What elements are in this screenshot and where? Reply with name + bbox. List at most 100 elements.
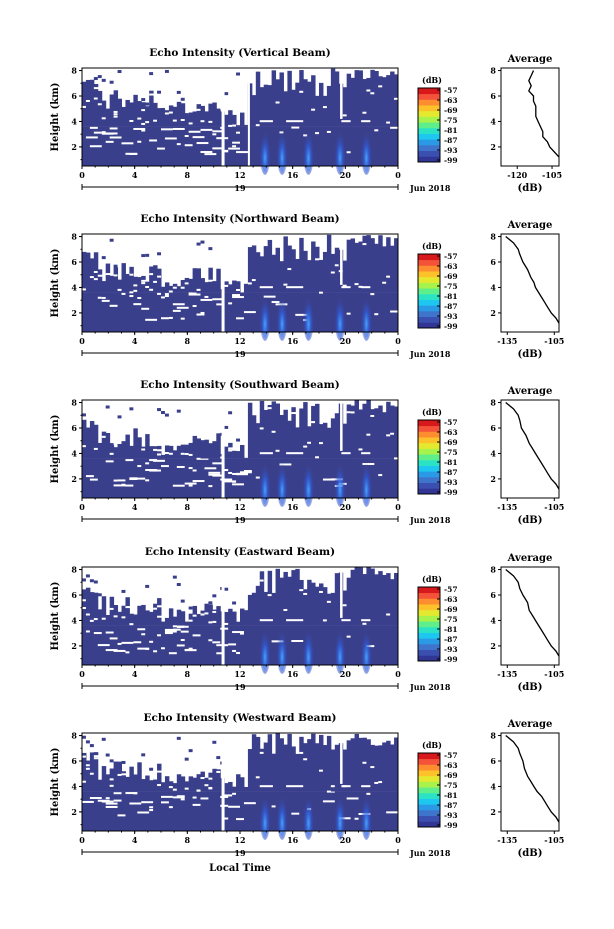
profile-frame	[500, 566, 560, 666]
y-tick-label: 8	[71, 731, 77, 741]
colorbar-swatch	[418, 144, 440, 152]
echo-panel-3: Echo Intensity (Southward Beam) 2 4 6 8 Heigh…	[50, 379, 564, 526]
y-tick-label: 8	[71, 66, 77, 76]
profile-y-tick-label: 4	[490, 116, 496, 126]
melting-layer	[341, 785, 351, 788]
profile-x-tick-label: -135	[497, 336, 517, 346]
y-tick-label: 2	[71, 807, 77, 817]
colorbar-tick-label: -63	[444, 761, 458, 770]
melting-layer	[286, 619, 304, 622]
profile-y-tick-label: 6	[490, 756, 496, 766]
colorbar-swatch	[418, 293, 440, 300]
data-gap	[221, 567, 225, 665]
colorbar-swatch	[418, 454, 440, 461]
precip-plume	[276, 284, 289, 341]
colorbar-swatch	[418, 792, 440, 799]
profile-title: Average	[507, 386, 553, 397]
data-gap	[340, 234, 343, 285]
y-tick-label: 8	[71, 232, 77, 242]
x-tick-label: 20	[340, 170, 352, 180]
y-tick-label: 4	[71, 116, 77, 126]
y-tick-label: 4	[71, 448, 77, 458]
x-tick-label: 12	[234, 835, 245, 845]
y-tick-label: 4	[71, 282, 77, 292]
profile-y-tick-label: 2	[490, 474, 496, 484]
colorbar-tick-label: -99	[444, 655, 458, 664]
colorbar-tick-label: -75	[444, 282, 458, 291]
colorbar-swatch	[418, 88, 440, 95]
colorbar-tick-label: -57	[444, 751, 458, 760]
precip-plume	[360, 450, 373, 507]
profile-y-tick-label: 6	[490, 423, 496, 433]
precip-plume	[302, 450, 315, 507]
data-gap	[340, 567, 343, 618]
profile-line	[505, 235, 560, 324]
melting-layer	[286, 452, 304, 455]
colorbar-tick-label: -93	[444, 811, 458, 820]
colorbar-tick-label: -63	[444, 96, 458, 105]
colorbar-swatch	[418, 420, 440, 427]
precip-plume	[360, 783, 373, 840]
x-axis-label: Local Time	[209, 863, 271, 874]
colorbar-tick-label: -57	[444, 585, 458, 594]
colorbar-swatch	[418, 265, 440, 272]
colorbar-swatch	[418, 821, 440, 828]
profile-y-tick-label: 8	[490, 66, 496, 76]
x-tick-label: 4	[132, 835, 138, 845]
colorbar-swatch	[418, 482, 440, 489]
colorbar-swatch	[418, 99, 440, 106]
colorbar-swatch	[418, 764, 440, 771]
profile-x-tick-label: -105	[544, 669, 564, 679]
colorbar-tick-label: -75	[444, 615, 458, 624]
x-tick-label: 0	[395, 502, 401, 512]
colorbar-tick-label: -69	[444, 605, 458, 614]
profile-x-label: (dB)	[518, 515, 543, 526]
y-tick-label: 2	[71, 142, 77, 152]
y-tick-label: 6	[71, 91, 77, 101]
profile-x-label: (dB)	[518, 848, 543, 859]
colorbar-swatch	[418, 442, 440, 449]
colorbar-swatch	[418, 632, 440, 639]
colorbar-swatch	[418, 150, 440, 157]
melting-layer	[259, 452, 273, 455]
colorbar-tick-label: -87	[444, 136, 458, 145]
x-tick-label: 0	[79, 170, 85, 180]
colorbar-swatch	[418, 598, 440, 605]
melting-layer	[259, 785, 273, 788]
x-tick-label: 20	[340, 669, 352, 679]
melting-layer	[361, 619, 371, 622]
x-tick-label: 4	[132, 170, 138, 180]
melting-layer	[361, 120, 371, 123]
x-tick-label: 4	[132, 502, 138, 512]
colorbar-swatch	[418, 271, 440, 278]
profile-x-tick-label: -105	[542, 170, 562, 180]
y-tick-label: 6	[71, 257, 77, 267]
colorbar-tick-label: -81	[444, 292, 458, 301]
profile-y-tick-label: 6	[490, 91, 496, 101]
colorbar-swatch	[418, 93, 440, 100]
colorbar-swatch	[418, 649, 440, 656]
profile-y-tick-label: 8	[490, 398, 496, 408]
colorbar-swatch	[418, 638, 440, 645]
profile-frame	[500, 732, 560, 832]
colorbar-swatch	[418, 322, 440, 329]
colorbar-title: (dB)	[422, 75, 442, 85]
colorbar-swatch	[418, 431, 440, 438]
colorbar-swatch	[418, 626, 440, 633]
colorbar-tick-label: -63	[444, 595, 458, 604]
colorbar-swatch	[418, 753, 440, 760]
y-tick-label: 2	[71, 474, 77, 484]
profile-y-tick-label: 2	[490, 641, 496, 651]
profile-y-tick-label: 4	[490, 282, 496, 292]
colorbar-frame	[417, 419, 441, 495]
colorbar-swatch	[418, 775, 440, 782]
colorbar-swatch	[418, 615, 440, 622]
colorbar-swatch	[418, 127, 440, 134]
precip-plume	[276, 118, 289, 175]
colorbar-swatch	[418, 425, 440, 432]
colorbar-tick-label: -69	[444, 438, 458, 447]
colorbar-swatch	[418, 809, 440, 817]
melting-layer	[341, 120, 351, 123]
precip-plume	[259, 617, 272, 674]
echo-panel-1: Echo Intensity (Vertical Beam) 2 4 6 8 Height…	[50, 47, 562, 194]
